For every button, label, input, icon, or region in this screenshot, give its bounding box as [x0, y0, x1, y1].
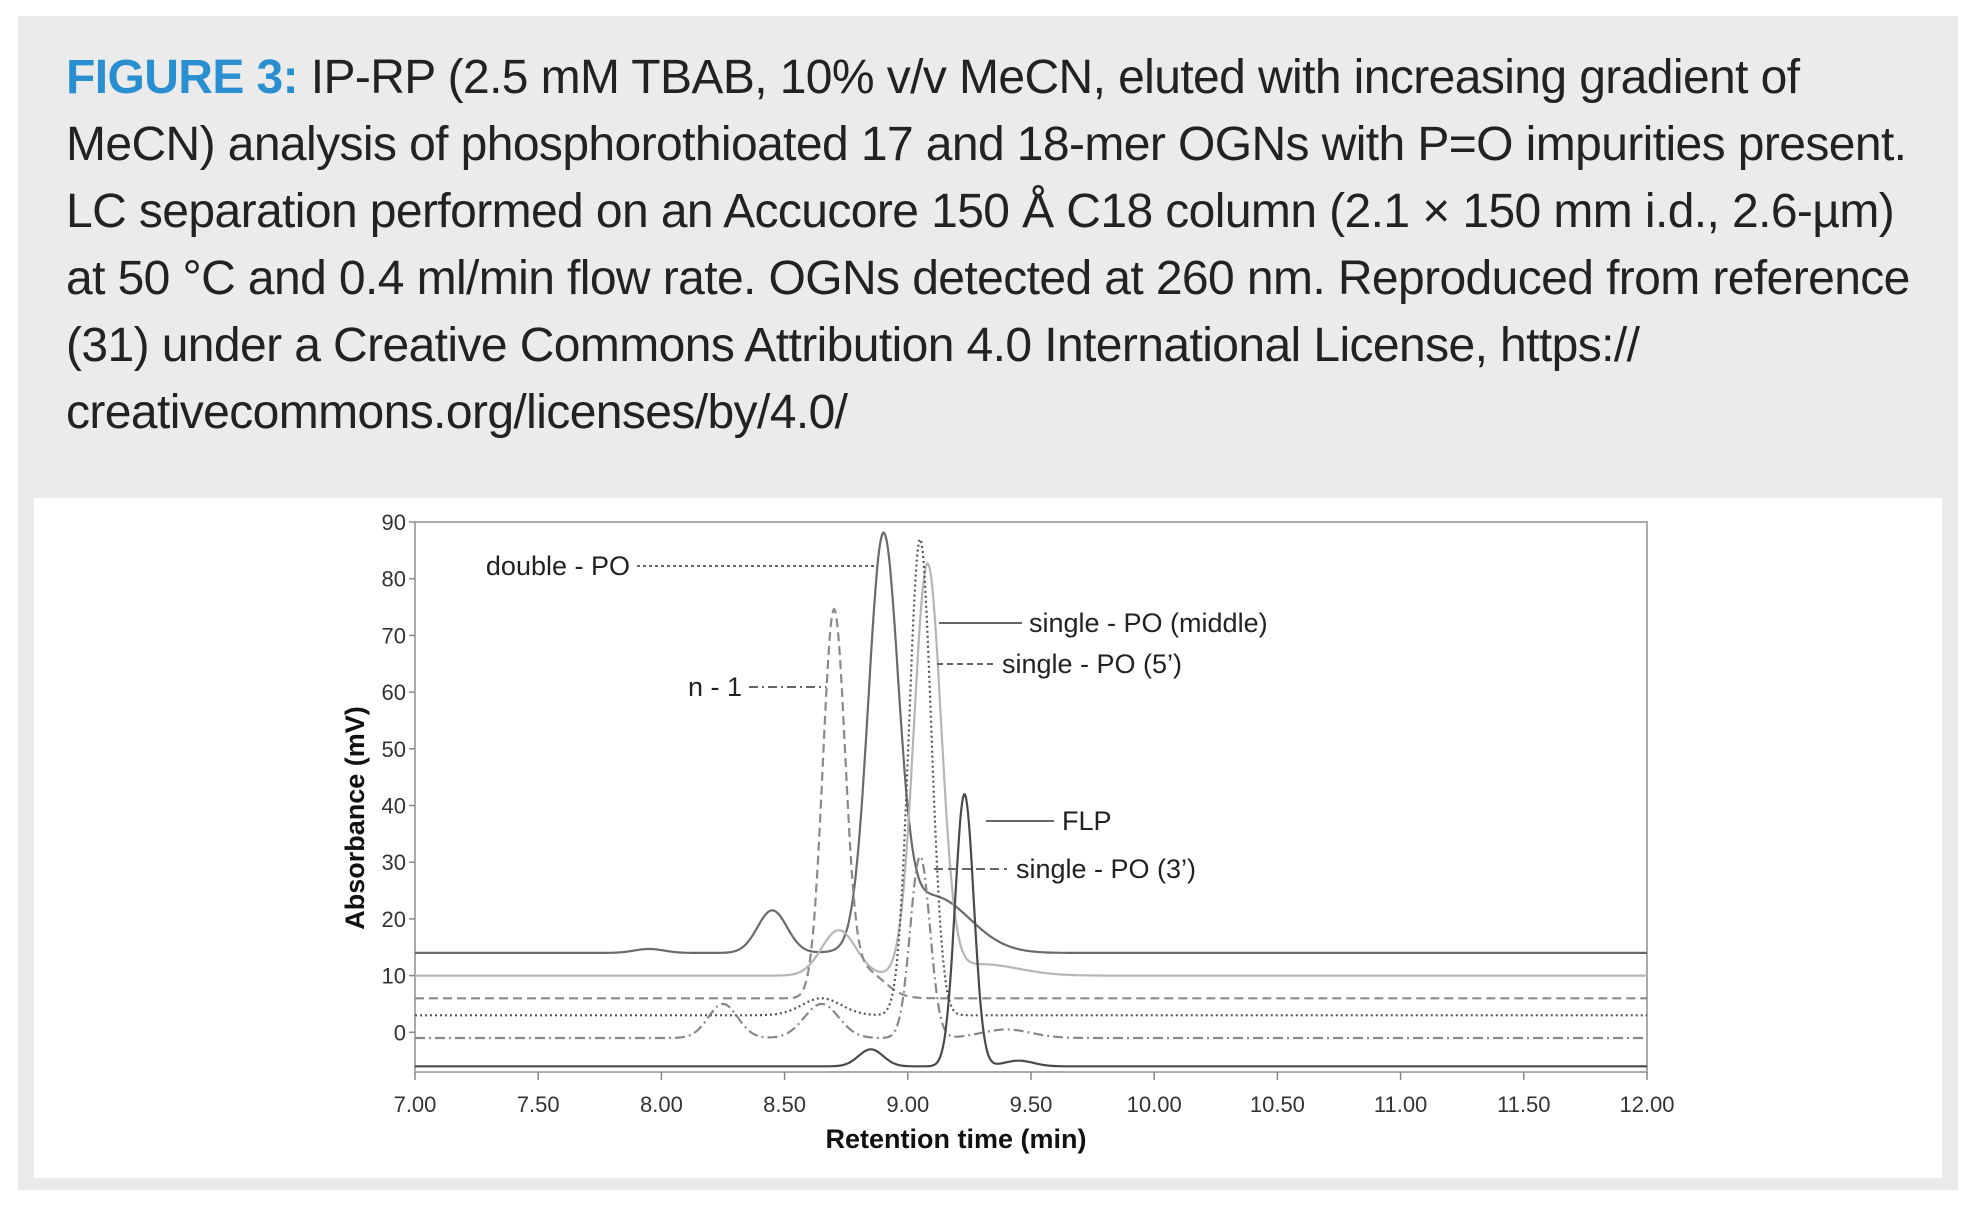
figure-panel: FIGURE 3: IP-RP (2.5 mM TBAB, 10% v/v Me…: [18, 16, 1958, 1190]
x-tick-label: 10.50: [1250, 1092, 1305, 1117]
x-tick-label: 8.50: [763, 1092, 806, 1117]
annotation-label: n - 1: [688, 672, 742, 702]
series-line-4: [415, 538, 1647, 1017]
figure-caption: FIGURE 3: IP-RP (2.5 mM TBAB, 10% v/v Me…: [66, 44, 1936, 446]
x-tick-label: 7.00: [394, 1092, 437, 1117]
x-tick-label: 8.00: [640, 1092, 683, 1117]
y-tick-label: 80: [382, 567, 406, 592]
y-tick-label: 70: [382, 623, 406, 648]
annotation-label: single - PO (3’): [1016, 854, 1196, 884]
x-tick-label: 9.00: [886, 1092, 929, 1117]
annotation-label: double - PO: [486, 551, 630, 581]
axis-ticks: 7.00 7.50 8.00 8.50 9.00 9.50 10.00 10.50 11.00 1…: [382, 510, 1675, 1117]
annotation-label: single - PO (middle): [1029, 608, 1268, 638]
y-tick-label: 50: [382, 737, 406, 762]
y-tick-label: 40: [382, 794, 406, 819]
x-tick-label: 11.50: [1497, 1092, 1550, 1117]
caption-text: IP-RP (2.5 mM TBAB, 10% v/v MeCN, eluted…: [66, 51, 1910, 439]
x-tick-label: 7.50: [517, 1092, 560, 1117]
x-tick-label: 12.00: [1619, 1092, 1674, 1117]
annotation-label: single - PO (5’): [1002, 649, 1182, 679]
series-line-1: [415, 531, 1647, 954]
y-tick-label: 10: [382, 964, 406, 989]
y-tick-label: 90: [382, 510, 406, 535]
plot-frame: [414, 521, 1648, 1073]
x-tick-label: 9.50: [1010, 1092, 1053, 1117]
series-line-5: [415, 855, 1647, 1040]
annotations: double - PO n - 1 single - PO (middle) sing…: [486, 551, 1268, 884]
y-tick-label: 30: [382, 850, 406, 875]
series-line-3: [415, 607, 1647, 1000]
series-lines: [415, 531, 1647, 1068]
chromatogram-chart: 7.00 7.50 8.00 8.50 9.00 9.50 10.00 10.50 11.00 1…: [340, 510, 1675, 1154]
y-tick-label: 20: [382, 907, 406, 932]
y-axis-label: Absorbance (mV): [340, 706, 370, 930]
y-tick-label: 0: [394, 1020, 406, 1045]
annotation-label: FLP: [1062, 806, 1112, 836]
series-line-2: [415, 561, 1647, 977]
series-line-6: [415, 793, 1647, 1068]
caption-label: FIGURE 3:: [66, 51, 299, 104]
x-axis-label: Retention time (min): [826, 1124, 1087, 1154]
chart-container: 7.00 7.50 8.00 8.50 9.00 9.50 10.00 10.50 11.00 1…: [34, 498, 1942, 1178]
y-tick-label: 60: [382, 680, 406, 705]
x-tick-label: 11.00: [1374, 1092, 1427, 1117]
x-tick-label: 10.00: [1127, 1092, 1182, 1117]
